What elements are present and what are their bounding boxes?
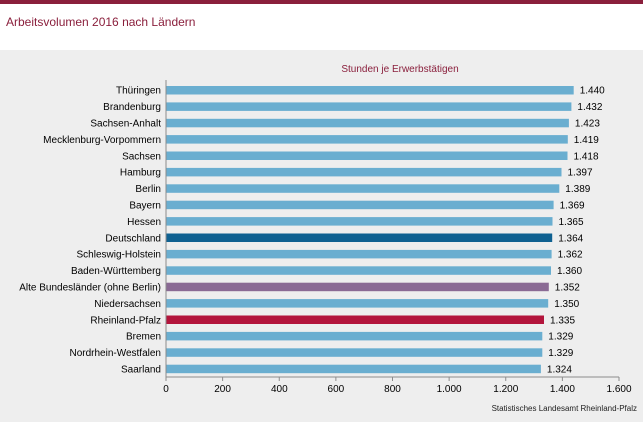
bar	[166, 315, 544, 324]
bar	[166, 233, 553, 242]
bar	[166, 118, 569, 128]
bar	[166, 102, 572, 111]
category-label: Schleswig-Holstein	[77, 250, 161, 261]
top-rule	[0, 0, 643, 4]
data-label: 1.365	[559, 217, 584, 228]
bar	[166, 151, 568, 160]
category-label: Sachsen-Anhalt	[90, 119, 161, 130]
category-label: Bayern	[129, 201, 161, 212]
data-label: 1.352	[555, 283, 580, 294]
bar	[166, 348, 543, 357]
bar	[166, 364, 541, 374]
data-label: 1.360	[557, 266, 582, 277]
category-label: Sachsen	[122, 151, 161, 162]
bar	[166, 86, 574, 95]
category-label: Alte Bundesländer (ohne Berlin)	[19, 283, 161, 294]
category-label: Hamburg	[120, 168, 161, 179]
data-label: 1.397	[568, 168, 593, 179]
x-tick-label: 400	[271, 384, 288, 395]
category-label: Saarland	[121, 365, 161, 376]
data-label: 1.364	[558, 233, 583, 244]
page-title: Arbeitsvolumen 2016 nach Ländern	[6, 15, 196, 29]
x-tick-label: 0	[163, 384, 169, 395]
category-label: Nordrhein-Westfalen	[69, 348, 161, 359]
category-label: Deutschland	[105, 233, 161, 244]
bar	[166, 299, 549, 308]
category-label: Baden-Württemberg	[71, 266, 161, 277]
chart-subtitle: Stunden je Erwerbstätigen	[341, 64, 459, 75]
x-tick-label: 1.600	[606, 384, 631, 395]
bar	[166, 167, 562, 177]
bar	[166, 266, 551, 275]
category-label: Niedersachsen	[94, 299, 161, 310]
x-tick-label: 600	[328, 384, 345, 395]
x-tick-label: 800	[384, 384, 401, 395]
data-label: 1.369	[560, 201, 585, 212]
source-note: Statistisches Landesamt Rheinland-Pfalz	[491, 404, 637, 413]
data-label: 1.432	[577, 102, 602, 113]
category-label: Brandenburg	[103, 102, 161, 113]
x-tick-label: 1.000	[437, 384, 462, 395]
data-label: 1.329	[548, 348, 573, 359]
x-tick-label: 1.400	[550, 384, 575, 395]
data-label: 1.419	[574, 135, 599, 146]
data-label: 1.362	[558, 250, 583, 261]
category-label: Mecklenburg-Vorpommern	[43, 135, 161, 146]
data-label: 1.350	[554, 299, 579, 310]
data-label: 1.335	[550, 315, 575, 326]
bar	[166, 135, 568, 144]
bar	[166, 217, 553, 226]
data-label: 1.440	[580, 86, 605, 97]
data-label: 1.389	[565, 184, 590, 195]
data-label: 1.324	[547, 365, 572, 376]
x-tick-label: 200	[214, 384, 231, 395]
data-label: 1.423	[575, 119, 600, 130]
x-tick-label: 1.200	[493, 384, 518, 395]
category-label: Hessen	[127, 217, 161, 228]
bar	[166, 184, 560, 193]
bar	[166, 282, 549, 292]
bar	[166, 249, 552, 259]
category-label: Thüringen	[116, 86, 161, 97]
bar	[166, 331, 543, 341]
header-bar: Arbeitsvolumen 2016 nach Ländern	[0, 4, 643, 50]
category-label: Bremen	[126, 332, 161, 343]
category-label: Rheinland-Pfalz	[90, 315, 161, 326]
bar	[166, 200, 554, 210]
data-label: 1.329	[548, 332, 573, 343]
category-label: Berlin	[135, 184, 161, 195]
data-label: 1.418	[574, 151, 599, 162]
